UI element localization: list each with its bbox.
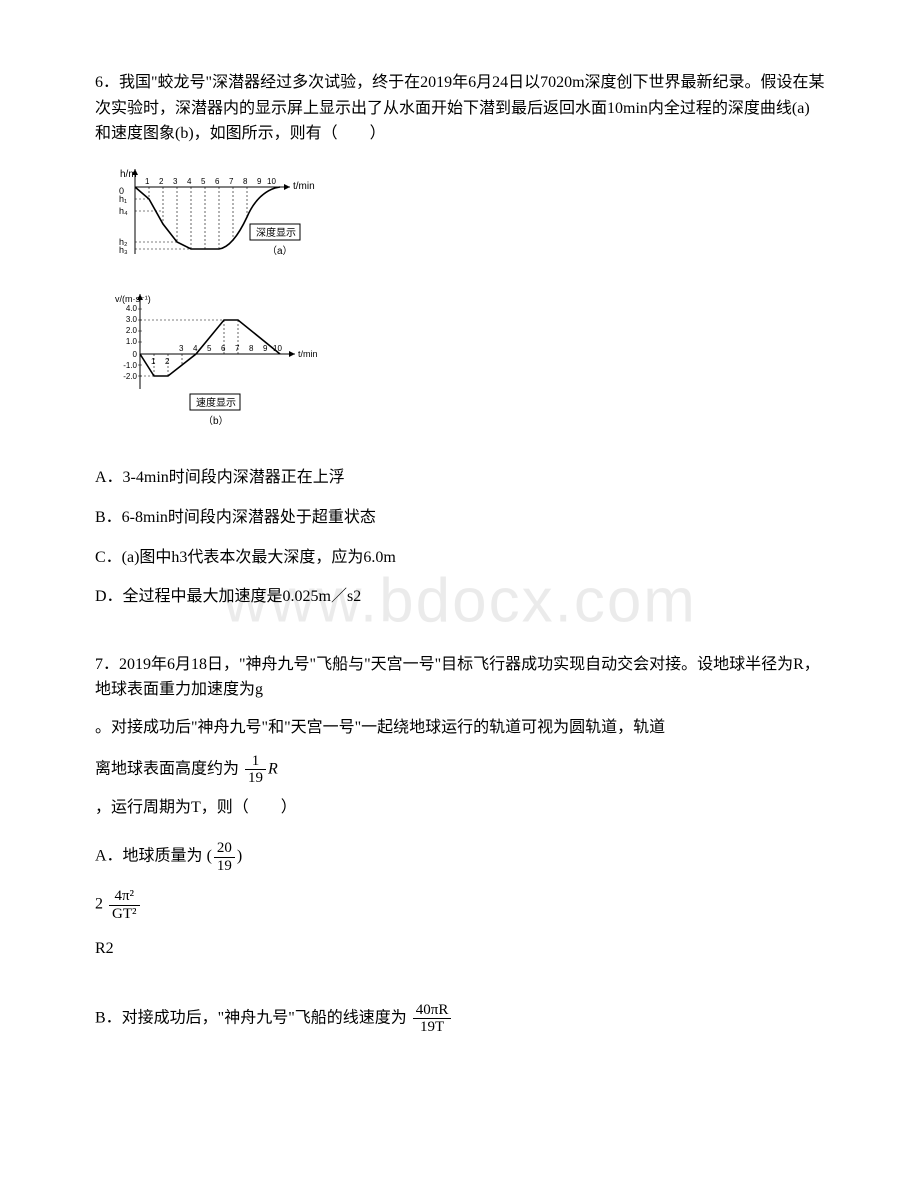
q7-option-a3: R2	[95, 936, 825, 962]
svg-text:3: 3	[179, 344, 184, 353]
q7-option-a2: 2 4π² GT²	[95, 888, 825, 922]
svg-text:7: 7	[229, 177, 234, 186]
svg-text:5: 5	[207, 344, 212, 353]
q6-option-c: C．(a)图中h3代表本次最大深度，应为6.0m	[95, 545, 825, 571]
vel-box-label: 速度显示	[196, 396, 236, 409]
svg-text:-2.0: -2.0	[123, 372, 137, 381]
svg-text:h₃: h₃	[119, 245, 128, 255]
svg-text:2.0: 2.0	[126, 326, 138, 335]
svg-text:8: 8	[243, 177, 248, 186]
svg-text:3.0: 3.0	[126, 315, 138, 324]
q7-height-frac: 1 19	[245, 753, 266, 787]
svg-text:1: 1	[151, 357, 156, 366]
vel-xlabel: t/min	[298, 349, 318, 359]
q7-height-prefix: 离地球表面高度约为	[95, 760, 239, 777]
q7-optA-prefix: A．地球质量为	[95, 848, 207, 865]
q7-option-a: A．地球质量为 ( 20 19 )	[95, 840, 825, 874]
depth-ylabel: h/m	[120, 169, 137, 180]
q7-text2: 。对接成功后"神舟九号"和"天宫一号"一起绕地球运行的轨道可视为圆轨道，轨道	[95, 715, 825, 741]
depth-xlabel: t/min	[293, 181, 315, 192]
svg-text:1: 1	[145, 177, 150, 186]
svg-text:7: 7	[235, 344, 240, 353]
q7-text: 7．2019年6月18日，"神舟九号"飞船与"天宫一号"目标飞行器成功实现自动交…	[95, 652, 825, 703]
svg-text:9: 9	[257, 177, 262, 186]
svg-text:4: 4	[187, 177, 192, 186]
q7-optA2-frac: 4π² GT²	[109, 888, 140, 922]
svg-text:10: 10	[267, 177, 276, 186]
q7-optB-frac: 40πR 19T	[413, 1002, 452, 1036]
q7-optA-paren: (	[207, 848, 212, 865]
q6-figure: h/m t/min 123 456 789 10	[95, 159, 825, 448]
svg-text:9: 9	[263, 344, 268, 353]
q7-height: 离地球表面高度约为 1 19 R	[95, 753, 825, 787]
q7-option-b: B．对接成功后，"神舟九号"飞船的线速度为 40πR 19T	[95, 1002, 825, 1036]
depth-box-label: 深度显示	[256, 226, 296, 239]
svg-text:（b）: （b）	[203, 415, 229, 427]
svg-text:1.0: 1.0	[126, 337, 138, 346]
vel-ylabel: v/(m·s⁻¹)	[115, 294, 151, 304]
q7-optA2-prefix: 2	[95, 896, 103, 913]
svg-text:0: 0	[133, 350, 138, 359]
q7-period: ，运行周期为T，则（ ）	[95, 795, 825, 821]
q6-option-b: B．6-8min时间段内深潜器处于超重状态	[95, 505, 825, 531]
q6-text: 6．我国"蛟龙号"深潜器经过多次试验，终于在2019年6月24日以7020m深度…	[95, 70, 825, 147]
q7-optA-frac: 20 19	[214, 840, 235, 874]
svg-text:4.0: 4.0	[126, 304, 138, 313]
q6-option-d: D．全过程中最大加速度是0.025m／s2	[95, 584, 825, 610]
q7-optA-paren2: )	[237, 848, 242, 865]
svg-text:h₁: h₁	[119, 194, 127, 204]
svg-text:3: 3	[173, 177, 178, 186]
q6-option-a: A．3-4min时间段内深潜器正在上浮	[95, 465, 825, 491]
svg-text:6: 6	[221, 344, 226, 353]
q7-optB-prefix: B．对接成功后，"神舟九号"飞船的线速度为	[95, 1009, 407, 1026]
q7-height-suffix: R	[268, 760, 278, 777]
svg-text:（a）: （a）	[267, 245, 293, 257]
svg-text:5: 5	[201, 177, 206, 186]
svg-text:h₄: h₄	[119, 206, 128, 216]
svg-text:2: 2	[159, 177, 164, 186]
svg-text:6: 6	[215, 177, 220, 186]
svg-text:-1.0: -1.0	[123, 361, 137, 370]
svg-text:8: 8	[249, 344, 254, 353]
svg-text:2: 2	[165, 357, 170, 366]
